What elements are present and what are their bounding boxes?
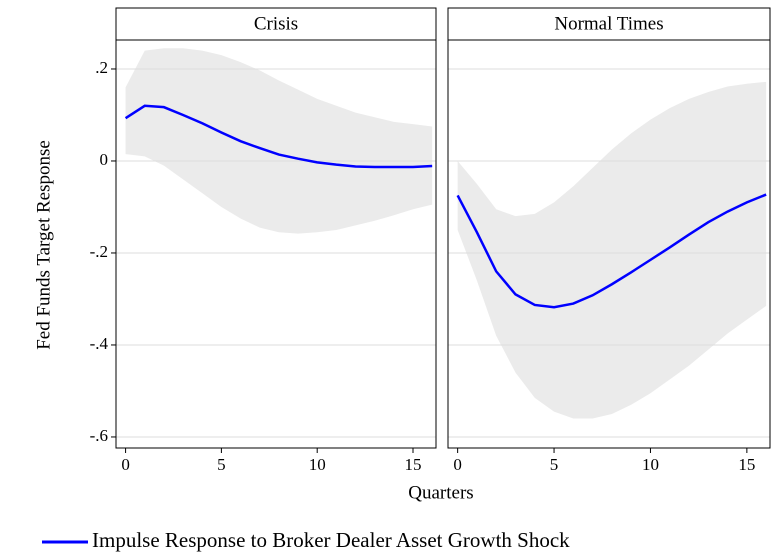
panel-header xyxy=(447,7,771,41)
x-tick-label: 0 xyxy=(453,455,462,474)
impulse-response-line xyxy=(456,193,767,309)
y-tick-label: .2 xyxy=(95,58,108,77)
confidence-band xyxy=(125,48,433,234)
x-tick-label: 0 xyxy=(121,455,130,474)
y-tick-label: -.4 xyxy=(90,334,109,353)
legend-label: Impulse Response to Broker Dealer Asset … xyxy=(92,528,570,552)
panel-title: Normal Times xyxy=(554,13,663,34)
y-tick-label: -.6 xyxy=(90,426,108,445)
plot-frame xyxy=(447,39,771,449)
panel-title: Crisis xyxy=(254,13,298,34)
x-axis-label: Quarters xyxy=(408,482,473,503)
impulse-response-line xyxy=(124,104,433,169)
y-tick-label: 0 xyxy=(100,150,109,169)
x-tick-label: 5 xyxy=(217,455,226,474)
y-axis-label: Fed Funds Target Response xyxy=(33,140,54,350)
x-tick-label: 15 xyxy=(738,455,755,474)
plot-frame xyxy=(115,39,437,449)
y-tick-label: -.2 xyxy=(90,242,108,261)
x-tick-label: 10 xyxy=(309,455,326,474)
x-tick-label: 15 xyxy=(405,455,422,474)
x-tick-label: 10 xyxy=(642,455,659,474)
x-tick-label: 5 xyxy=(550,455,559,474)
confidence-band xyxy=(457,81,767,419)
panel-header xyxy=(115,7,437,41)
